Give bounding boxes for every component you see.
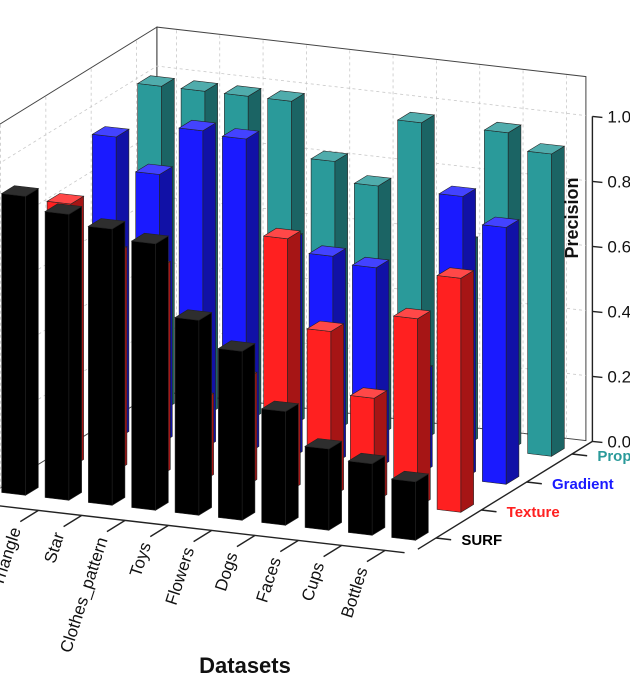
series-label-surf: SURF: [461, 532, 502, 549]
series-tick: [571, 453, 588, 457]
category-label-bottles: Bottles: [337, 565, 371, 620]
x-axis-label: Datasets: [199, 653, 291, 678]
category-label-star: Star: [41, 530, 69, 566]
series-label-gradient: Gradient: [552, 476, 614, 493]
category-axis: [0, 505, 405, 554]
bar-surf-toys: [174, 309, 213, 516]
z-tick-label: 0.4: [607, 302, 630, 321]
bar-proposed-approach-bottles: [526, 143, 566, 457]
series-tick-labels: SURF Texture Gradient Proposed Approach: [461, 448, 630, 549]
category-tick: [63, 514, 83, 528]
z-tick-label: 0.2: [607, 367, 630, 386]
bars-layer: [0, 75, 566, 541]
category-tick: [19, 509, 39, 523]
axis-layer: [0, 116, 594, 563]
series-label-texture: Texture: [507, 504, 560, 521]
category-label-dogs: Dogs: [211, 550, 241, 594]
category-label-flowers: Flowers: [162, 545, 198, 607]
category-tick: [149, 524, 169, 538]
category-label-triangle: Triangle: [0, 525, 25, 589]
category-tick: [366, 549, 386, 563]
z-tick: [592, 180, 603, 184]
bar-surf-flowers: [217, 340, 256, 521]
bar-surf-bottles: [390, 470, 430, 541]
series-label-proposed-approach: Proposed Approach: [597, 448, 630, 465]
category-label-cups: Cups: [298, 560, 328, 604]
category-tick: [106, 519, 126, 533]
bar-surf-cups: [347, 452, 386, 536]
category-tick: [279, 539, 299, 553]
gridline: [0, 65, 586, 164]
bar-surf-clothes-pattern: [130, 232, 170, 511]
series-tick: [481, 509, 497, 513]
category-tick: [236, 534, 256, 548]
z-tick: [592, 115, 603, 119]
category-tick-labels: SquareTriangleStarClothes_patternToysFlo…: [0, 525, 372, 655]
category-tick: [323, 544, 343, 558]
z-tick: [592, 310, 603, 314]
bar-surf-faces: [304, 438, 343, 531]
z-tick: [592, 245, 603, 249]
category-label-toys: Toys: [126, 540, 155, 579]
series-tick: [435, 537, 452, 541]
z-tick: [592, 375, 603, 379]
series-tick: [526, 481, 542, 485]
category-label-faces: Faces: [253, 555, 285, 605]
category-label-clothes-pattern: Clothes_pattern: [56, 535, 111, 655]
z-tick-label: 0.8: [607, 172, 630, 191]
bar-texture-bottles: [436, 267, 475, 513]
z-tick: [592, 440, 603, 444]
z-tick-labels: 0.0 0.2 0.4 0.6 0.8 1.0: [592, 107, 630, 451]
z-axis-label: Precision: [562, 177, 582, 258]
bar-surf-dogs: [260, 400, 300, 526]
series-axis: [417, 440, 593, 550]
z-tick-label: 1.0: [607, 107, 630, 126]
z-tick-label: 0.0: [607, 432, 630, 451]
bar-texture-cups: [392, 307, 432, 508]
bar-gradient-bottles: [481, 216, 520, 485]
bar-surf-triangle: [44, 203, 83, 501]
z-tick-label: 0.6: [607, 237, 630, 256]
category-tick: [193, 529, 213, 543]
bar-surf-star: [87, 218, 126, 506]
bar-surf-square: [0, 185, 40, 496]
